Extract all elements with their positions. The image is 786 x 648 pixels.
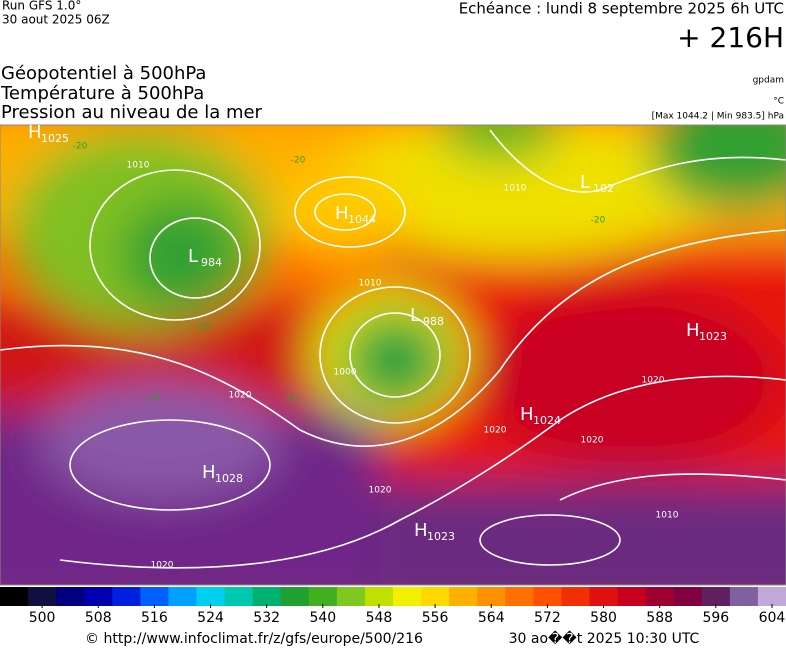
center-value: 1023 (427, 530, 455, 543)
unit-label: [Max 1044.2 | Min 983.5] hPa (652, 112, 784, 122)
colorbar-tick-label: 524 (197, 610, 224, 626)
colorbar-cell (701, 587, 731, 606)
colorbar-tick-label: 556 (422, 610, 449, 626)
colorbar-tick-label: 596 (702, 610, 729, 626)
colorbar-cell (112, 587, 141, 606)
colorbar-cell (56, 587, 85, 606)
isobars (0, 129, 786, 569)
timestamp: 30 ao��t 2025 10:30 UTC (509, 630, 700, 647)
center-value: 1024 (533, 414, 561, 427)
map-frame (0, 124, 786, 586)
center-value: 1023 (699, 330, 727, 343)
isobar-label: 1010 (359, 279, 382, 289)
center-value: 1028 (215, 472, 243, 485)
isobar-label: 1010 (127, 161, 150, 171)
center-letter: H (520, 404, 534, 425)
colorbar-tick-label: 548 (366, 610, 393, 626)
colorbar-tick-label: 580 (590, 610, 617, 626)
run-date: 30 aout 2025 06Z (2, 13, 110, 27)
colorbar-cell (617, 587, 647, 606)
colorbar-tick-label: 588 (646, 610, 673, 626)
lead-time: + 216H (677, 21, 784, 54)
center-value: 984 (201, 256, 222, 269)
title-line: Pression au niveau de la mer (1, 102, 263, 123)
forecast-time: Echéance : lundi 8 septembre 2025 6h UTC (459, 0, 784, 18)
map (0, 125, 786, 585)
colorbar-tick-label: 604 (759, 610, 786, 626)
colorbar-tick-label: 508 (85, 610, 112, 626)
colorbar-cell (308, 587, 338, 606)
colorbar-tick-label: 500 (29, 610, 56, 626)
colorbar-cell (84, 587, 113, 606)
colorbar-cell (140, 587, 169, 606)
colorbar-cell (757, 587, 786, 606)
colorbar-cell (561, 587, 590, 606)
colorbar-cell (533, 587, 562, 606)
colorbar-cell (673, 587, 703, 606)
center-value: 102 (593, 182, 614, 195)
center-value: 988 (423, 315, 444, 328)
colorbar-cell (196, 587, 226, 606)
title-line: Température à 500hPa (0, 83, 204, 104)
temperature-label: -20 (73, 142, 88, 152)
center-letter: H (686, 320, 700, 341)
colorbar-tick-label: 564 (478, 610, 505, 626)
isobar-label: 1020 (369, 486, 392, 496)
colorbar-cell (252, 587, 282, 606)
temperature-label: -20 (291, 156, 306, 166)
colorbar-tick-label: 516 (141, 610, 168, 626)
colorbar-cell (421, 587, 450, 606)
temperature-label: -10 (146, 394, 161, 404)
temperature-label: -20 (591, 216, 606, 226)
center-letter: H (414, 520, 428, 541)
colorbar-cell (364, 587, 394, 606)
colorbar-cell (449, 587, 478, 606)
center-letter: L (580, 172, 590, 193)
colorbar-cell (729, 587, 759, 606)
source: © http://www.infoclimat.fr/z/gfs/europe/… (85, 631, 423, 647)
colorbar-cell (589, 587, 619, 606)
center-letter: H (28, 122, 42, 143)
colorbar-cell (224, 587, 254, 606)
colorbar-tick-label: 532 (253, 610, 280, 626)
colorbar-cell (393, 587, 422, 606)
temperature-label: -10 (283, 394, 298, 404)
isobar-label: 1020 (642, 376, 665, 386)
isobar-label: 1010 (504, 184, 527, 194)
isobar-label: 1000 (334, 368, 357, 378)
colorbar-cell (28, 587, 57, 606)
unit-label: °C (773, 97, 784, 107)
colorbar-cell (336, 587, 366, 606)
center-letter: L (188, 246, 198, 267)
temperature-label: -20 (196, 323, 211, 333)
isobar-label: 1020 (581, 436, 604, 446)
colorbar-cell (477, 587, 506, 606)
colorbar-cell (280, 587, 310, 606)
colorbar-cell (168, 587, 197, 606)
colorbar-cell (505, 587, 534, 606)
isobar-label: 1020 (484, 426, 507, 436)
center-letter: H (335, 203, 349, 224)
colorbar-cell (645, 587, 675, 606)
run-label: Run GFS 1.0° (2, 0, 81, 13)
center-letter: L (410, 305, 420, 326)
title-line: Géopotentiel à 500hPa (1, 63, 206, 84)
isobar-label: 1020 (229, 391, 252, 401)
center-value: 1025 (41, 132, 69, 145)
colorbar-tick-label: 572 (534, 610, 561, 626)
colorbar-cell (0, 587, 29, 606)
colorbar-tick-label: 540 (309, 610, 336, 626)
isobar-label: 1020 (151, 561, 174, 571)
center-letter: H (202, 462, 216, 483)
isobar-label: 1010 (656, 511, 679, 521)
unit-label: gpdam (753, 76, 784, 86)
center-value: 1044 (348, 213, 376, 226)
